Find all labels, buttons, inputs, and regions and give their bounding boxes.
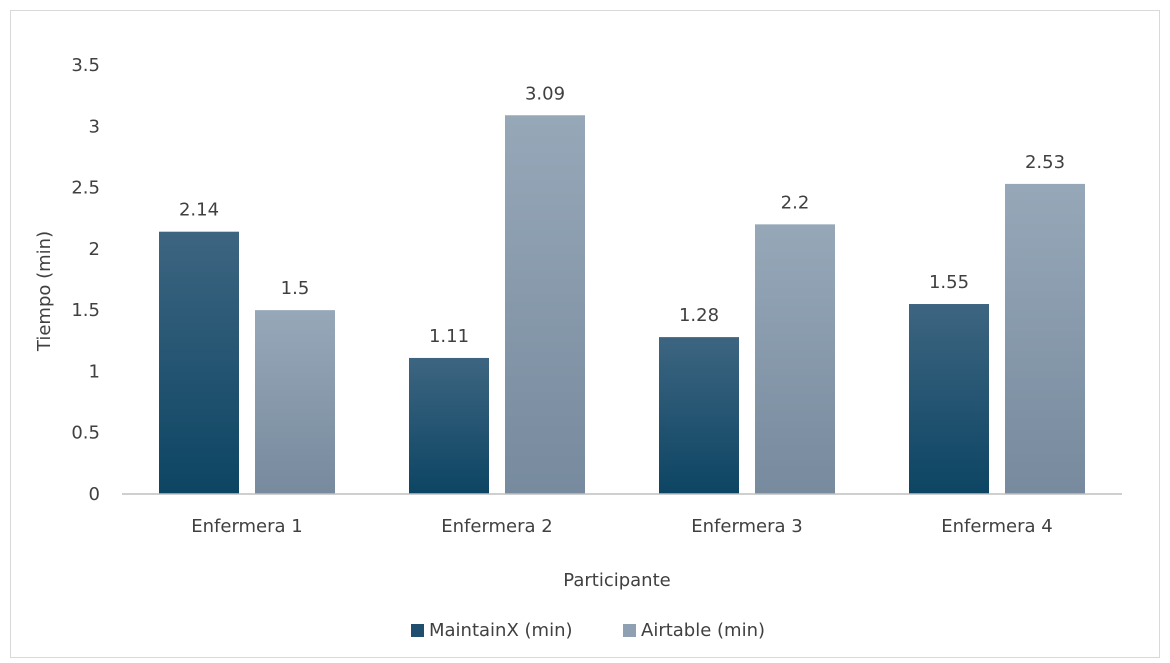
y-tick-label: 1.5 <box>71 300 100 321</box>
data-label: 1.55 <box>929 272 969 293</box>
x-tick-label: Enfermera 4 <box>941 516 1053 537</box>
legend-label: MaintainX (min) <box>429 620 573 641</box>
bar-airtable <box>1005 183 1085 494</box>
data-label: 2.53 <box>1025 152 1065 173</box>
data-label: 1.5 <box>281 278 310 299</box>
legend-label: Airtable (min) <box>641 620 765 641</box>
y-tick-label: 0 <box>89 484 100 505</box>
bar-maintainx <box>409 357 489 494</box>
data-label: 1.28 <box>679 305 719 326</box>
legend-swatch <box>411 624 424 637</box>
bar-airtable <box>255 310 335 494</box>
y-axis-title: Tiempo (min) <box>34 231 55 352</box>
x-tick-label: Enfermera 2 <box>441 516 553 537</box>
y-tick-label: 3 <box>89 116 100 137</box>
data-label: 1.11 <box>429 326 469 347</box>
y-tick-label: 3.5 <box>71 55 100 76</box>
data-label: 2.14 <box>179 200 219 221</box>
y-tick-label: 2.5 <box>71 178 100 199</box>
legend: MaintainX (min) Airtable (min) <box>411 620 765 641</box>
bar-maintainx <box>159 231 239 494</box>
legend-swatch <box>623 624 636 637</box>
y-tick-label: 2 <box>89 239 100 260</box>
bar-maintainx <box>659 337 739 494</box>
y-tick-label: 0.5 <box>71 423 100 444</box>
x-axis-title: Participante <box>563 570 670 591</box>
data-label: 3.09 <box>525 83 565 104</box>
x-tick-label: Enfermera 3 <box>691 516 803 537</box>
bar-airtable <box>505 115 585 495</box>
y-tick-label: 1 <box>89 361 100 382</box>
x-tick-label: Enfermera 1 <box>191 516 303 537</box>
data-label: 2.2 <box>781 192 810 213</box>
bar-airtable <box>755 224 835 495</box>
bar-maintainx <box>909 304 989 494</box>
